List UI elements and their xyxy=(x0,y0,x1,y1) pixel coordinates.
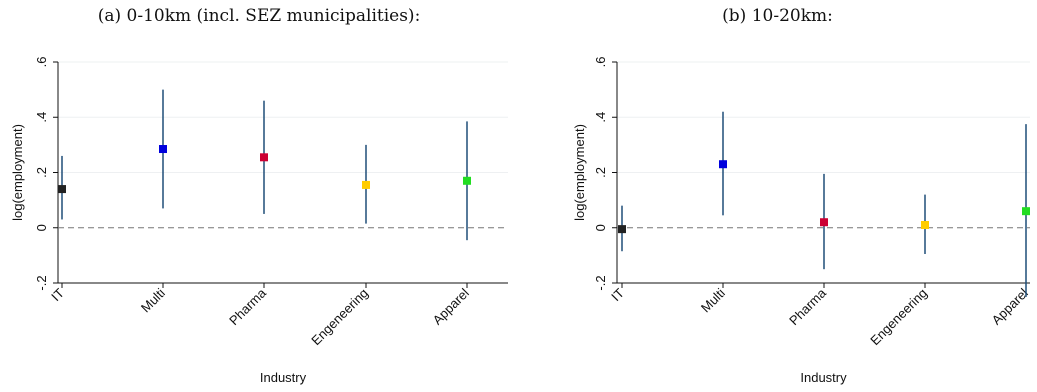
y-tick-label: .4 xyxy=(34,112,49,123)
y-tick-label: .4 xyxy=(593,112,608,123)
y-tick-label: -.2 xyxy=(34,275,49,290)
y-tick-label: 0 xyxy=(34,224,49,231)
y-tick-label: .2 xyxy=(593,167,608,178)
y-tick-label: .6 xyxy=(34,57,49,68)
x-tick-label: Apparel xyxy=(430,285,472,327)
y-tick-label: 0 xyxy=(593,224,608,231)
point-estimate xyxy=(159,145,167,154)
point-estimate xyxy=(820,218,828,227)
point-estimate xyxy=(58,185,66,194)
x-tick-label: Apparel xyxy=(989,285,1031,327)
point-estimate xyxy=(618,225,626,234)
y-tick-label: .2 xyxy=(34,167,49,178)
panel-b-title: (b) 10-20km: xyxy=(722,6,833,26)
x-tick-label: Pharma xyxy=(226,285,269,328)
y-tick-label: .6 xyxy=(593,57,608,68)
x-tick-label: Multi xyxy=(138,285,168,315)
x-axis-title: Industry xyxy=(260,370,307,385)
x-tick-label: Multi xyxy=(698,285,728,315)
x-tick-label: Pharma xyxy=(786,285,829,328)
y-axis-title: log(employment) xyxy=(572,124,587,221)
y-tick-label: -.2 xyxy=(593,275,608,290)
panel-a-title: (a) 0-10km (incl. SEZ municipalities): xyxy=(97,6,421,26)
x-tick-label: IT xyxy=(48,285,67,304)
x-tick-label: Engeneering xyxy=(867,285,930,348)
y-axis-title: log(employment) xyxy=(10,124,25,221)
panel-a-plot: -.2 0 .2 .4 .6 log(employment) IT Multi Pharma En… xyxy=(10,57,508,385)
point-estimate xyxy=(921,220,929,229)
point-estimate xyxy=(719,160,727,169)
point-estimate xyxy=(362,180,370,189)
x-axis-title: Industry xyxy=(800,370,847,385)
point-estimate xyxy=(1022,207,1030,216)
point-estimate xyxy=(463,176,471,185)
point-estimate xyxy=(260,153,268,162)
x-tick-label: IT xyxy=(608,285,627,304)
panel-b-plot: -.2 0 .2 .4 .6 log(employment) IT Multi Pharma En… xyxy=(572,57,1031,385)
x-tick-label: Engeneering xyxy=(308,285,371,348)
